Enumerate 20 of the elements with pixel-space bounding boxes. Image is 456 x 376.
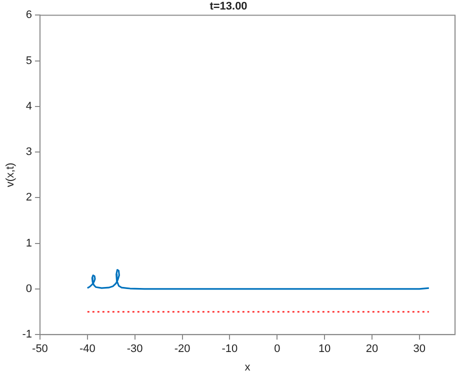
x-tick-label: -40 [79, 343, 96, 356]
y-tick-label: 3 [26, 146, 32, 158]
x-tick-label: 30 [413, 343, 426, 356]
x-tick-label: 20 [366, 343, 378, 356]
x-tick-label: -50 [32, 343, 48, 356]
x-tick-label: 10 [318, 343, 331, 356]
y-tick-label: 4 [26, 100, 32, 112]
y-tick-label: -1 [22, 328, 32, 341]
y-axis-title: v(x,t) [4, 162, 17, 188]
x-axis-title: x [244, 361, 251, 374]
x-tick-label: -10 [222, 343, 238, 356]
chart-title: t=13.00 [210, 0, 248, 13]
y-tick-label: 5 [26, 54, 32, 67]
y-tick-label: 6 [26, 9, 32, 22]
x-tick-label: -20 [174, 343, 190, 356]
y-tick-label: 0 [26, 283, 32, 296]
x-tick-label: -30 [126, 343, 143, 356]
y-tick-label: 2 [26, 192, 32, 204]
x-tick-label: 0 [274, 343, 280, 356]
y-tick-label: 1 [26, 237, 32, 250]
